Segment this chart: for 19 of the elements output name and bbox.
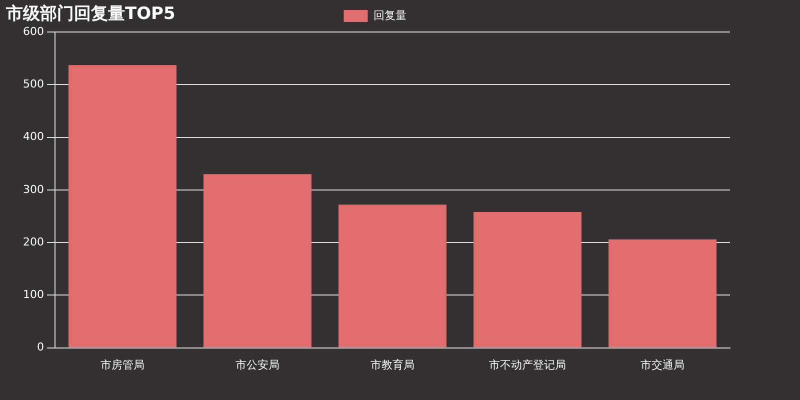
chart-title: 市级部门回复量TOP5 [6, 3, 176, 25]
y-tick-label: 600 [22, 24, 44, 38]
y-tick-label: 500 [22, 77, 44, 90]
x-tick-label: 市不动产登记局 [489, 358, 566, 372]
x-tick-label: 市公安局 [235, 358, 280, 372]
bar [338, 204, 446, 348]
y-tick-label: 100 [22, 288, 44, 302]
y-tick-label: 400 [22, 130, 44, 144]
x-tick-label: 市交通局 [640, 358, 684, 372]
bar [68, 65, 176, 348]
y-tick-label: 300 [22, 182, 44, 196]
x-tick-label: 市房管局 [100, 358, 144, 372]
legend-label: 回复量 [373, 8, 406, 22]
y-tick-label: 200 [22, 235, 44, 248]
y-tick-label: 0 [36, 340, 44, 354]
bar [474, 212, 582, 348]
bar [608, 239, 716, 348]
x-tick-label: 市教育局 [370, 358, 414, 372]
bar [203, 174, 312, 348]
